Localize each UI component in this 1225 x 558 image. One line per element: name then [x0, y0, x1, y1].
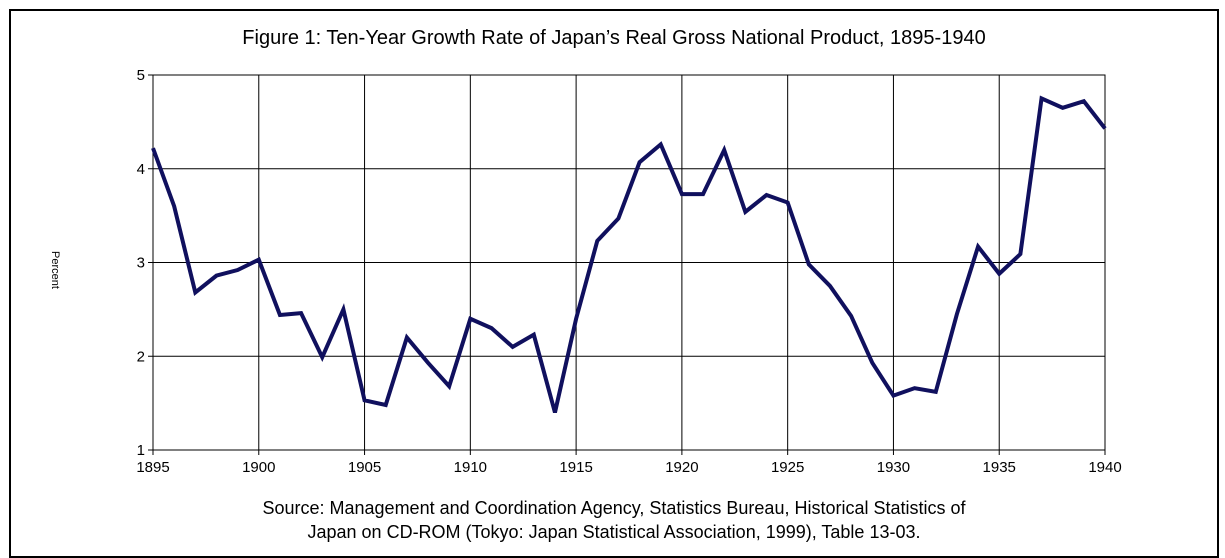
- x-tick-label: 1930: [877, 459, 910, 476]
- y-tick-label: 4: [137, 161, 145, 178]
- y-tick-label: 5: [137, 67, 145, 84]
- x-tick-label: 1925: [771, 459, 804, 476]
- y-tick-label: 2: [137, 348, 145, 365]
- x-tick-label: 1895: [136, 459, 169, 476]
- source-line: Source: Management and Coordination Agen…: [262, 498, 966, 518]
- y-axis-label: Percent: [49, 251, 61, 289]
- data-line: [151, 95, 1107, 414]
- x-tick-label: 1905: [348, 459, 381, 476]
- x-tick-label: 1940: [1088, 459, 1121, 476]
- x-tick-label: 1935: [983, 459, 1016, 476]
- y-tick-label: 1: [137, 442, 145, 459]
- x-tick-label: 1900: [242, 459, 275, 476]
- x-tick-label: 1910: [454, 459, 487, 476]
- frame: [9, 9, 1219, 558]
- source-line: Japan on CD-ROM (Tokyo: Japan Statistica…: [308, 522, 921, 542]
- y-tick-label: 3: [137, 255, 145, 272]
- x-tick-label: 1920: [665, 459, 698, 476]
- x-tick-label: 1915: [559, 459, 592, 476]
- chart-title: Figure 1: Ten-Year Growth Rate of Japan’…: [242, 27, 985, 49]
